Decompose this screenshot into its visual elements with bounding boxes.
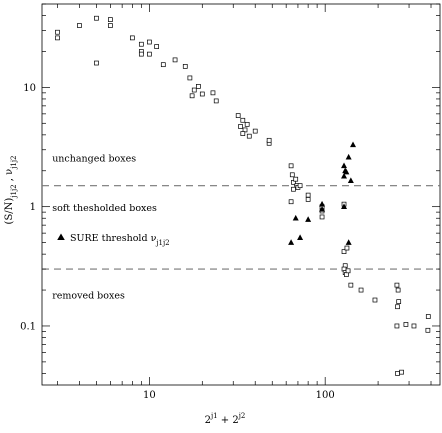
data-point-square — [319, 214, 325, 220]
data-point-triangle — [341, 162, 348, 169]
legend-label: SURE threshold ν — [70, 233, 157, 244]
data-point-square — [395, 371, 400, 376]
data-point-square — [394, 323, 400, 329]
data-point-square — [138, 41, 144, 47]
data-point-square — [394, 282, 400, 288]
data-point-triangle — [292, 214, 299, 221]
data-point-triangle — [341, 172, 348, 179]
data-point-square — [94, 60, 99, 66]
legend-entry: SURE threshold νj1j2 — [57, 233, 170, 247]
data-point-square — [288, 199, 294, 205]
data-point-square — [240, 117, 246, 123]
data-point-square — [108, 17, 113, 22]
data-point-square — [358, 287, 364, 293]
data-point-square — [425, 314, 431, 319]
data-point-square — [293, 176, 299, 182]
data-point-square — [55, 29, 60, 35]
data-point-triangle — [350, 141, 357, 148]
x-axis-label: 2j1 + 2j2 — [205, 412, 246, 426]
data-point-square — [189, 93, 195, 99]
data-point-square — [138, 51, 144, 57]
data-point-square — [55, 35, 60, 41]
data-point-square — [395, 287, 401, 293]
data-point-square — [399, 369, 404, 375]
data-point-square — [411, 323, 417, 329]
data-point-square — [289, 172, 295, 178]
data-point-square — [108, 23, 113, 28]
data-point-square — [345, 268, 351, 274]
data-point-square — [238, 124, 243, 129]
data-point-square — [297, 183, 303, 189]
x-tick-label: 100 — [316, 390, 335, 401]
data-point-square — [77, 23, 82, 28]
data-point-square — [425, 327, 431, 333]
data-point-square — [266, 137, 272, 143]
data-point-square — [160, 62, 166, 68]
data-point-square — [244, 121, 250, 127]
data-point-square — [291, 186, 296, 192]
y-axis-label: (S/N)j1j2 , νj1j2 — [4, 156, 18, 225]
data-point-square — [191, 87, 197, 93]
data-point-square — [147, 39, 152, 45]
data-point-triangle — [319, 206, 326, 212]
data-point-square — [182, 64, 188, 69]
data-point-square — [196, 84, 201, 89]
y-tick-label: 1 — [30, 202, 36, 213]
data-point-square — [341, 249, 347, 254]
data-point-square — [240, 131, 246, 136]
data-point-square — [403, 322, 409, 327]
y-tick-label: 0.1 — [20, 321, 36, 332]
svg-text:SURE threshold νj1j2: SURE threshold νj1j2 — [70, 233, 170, 247]
legend-subscript: j1j2 — [155, 239, 169, 247]
data-point-square — [187, 75, 193, 81]
data-point-square — [246, 133, 252, 139]
data-point-square — [252, 128, 258, 134]
data-point-square — [372, 297, 378, 303]
data-point-triangle — [345, 153, 352, 160]
data-point-square — [395, 304, 400, 310]
data-point-triangle — [319, 200, 326, 207]
data-point-square — [199, 91, 205, 97]
data-point-triangle — [305, 216, 312, 222]
data-point-square — [396, 299, 402, 304]
data-point-square — [288, 163, 294, 169]
data-point-triangle — [345, 239, 352, 245]
data-point-square — [213, 98, 219, 104]
data-point-square — [305, 192, 311, 198]
annotation-soft-thresholded: soft thesholded boxes — [52, 203, 157, 214]
data-point-triangle — [343, 168, 350, 175]
data-point-square — [344, 245, 350, 251]
data-point-square — [129, 35, 135, 41]
data-point-square — [172, 57, 178, 63]
data-point-square — [305, 197, 311, 202]
data-point-square — [94, 15, 99, 21]
legend-triangle-marker — [57, 233, 65, 240]
data-point-square — [348, 282, 354, 288]
y-tick-label: 10 — [23, 83, 36, 94]
data-point-square — [154, 44, 160, 49]
data-point-square — [235, 113, 241, 118]
data-point-square — [210, 90, 216, 96]
data-point-triangle — [297, 234, 304, 240]
annotation-removed: removed boxes — [52, 290, 125, 301]
x-tick-label: 10 — [143, 390, 156, 401]
annotation-unchanged: unchanged boxes — [52, 153, 136, 164]
data-point-triangle — [341, 203, 348, 209]
plot-frame — [41, 3, 441, 386]
data-point-triangle — [347, 177, 354, 184]
data-point-triangle — [288, 239, 295, 245]
data-point-square — [147, 51, 152, 57]
